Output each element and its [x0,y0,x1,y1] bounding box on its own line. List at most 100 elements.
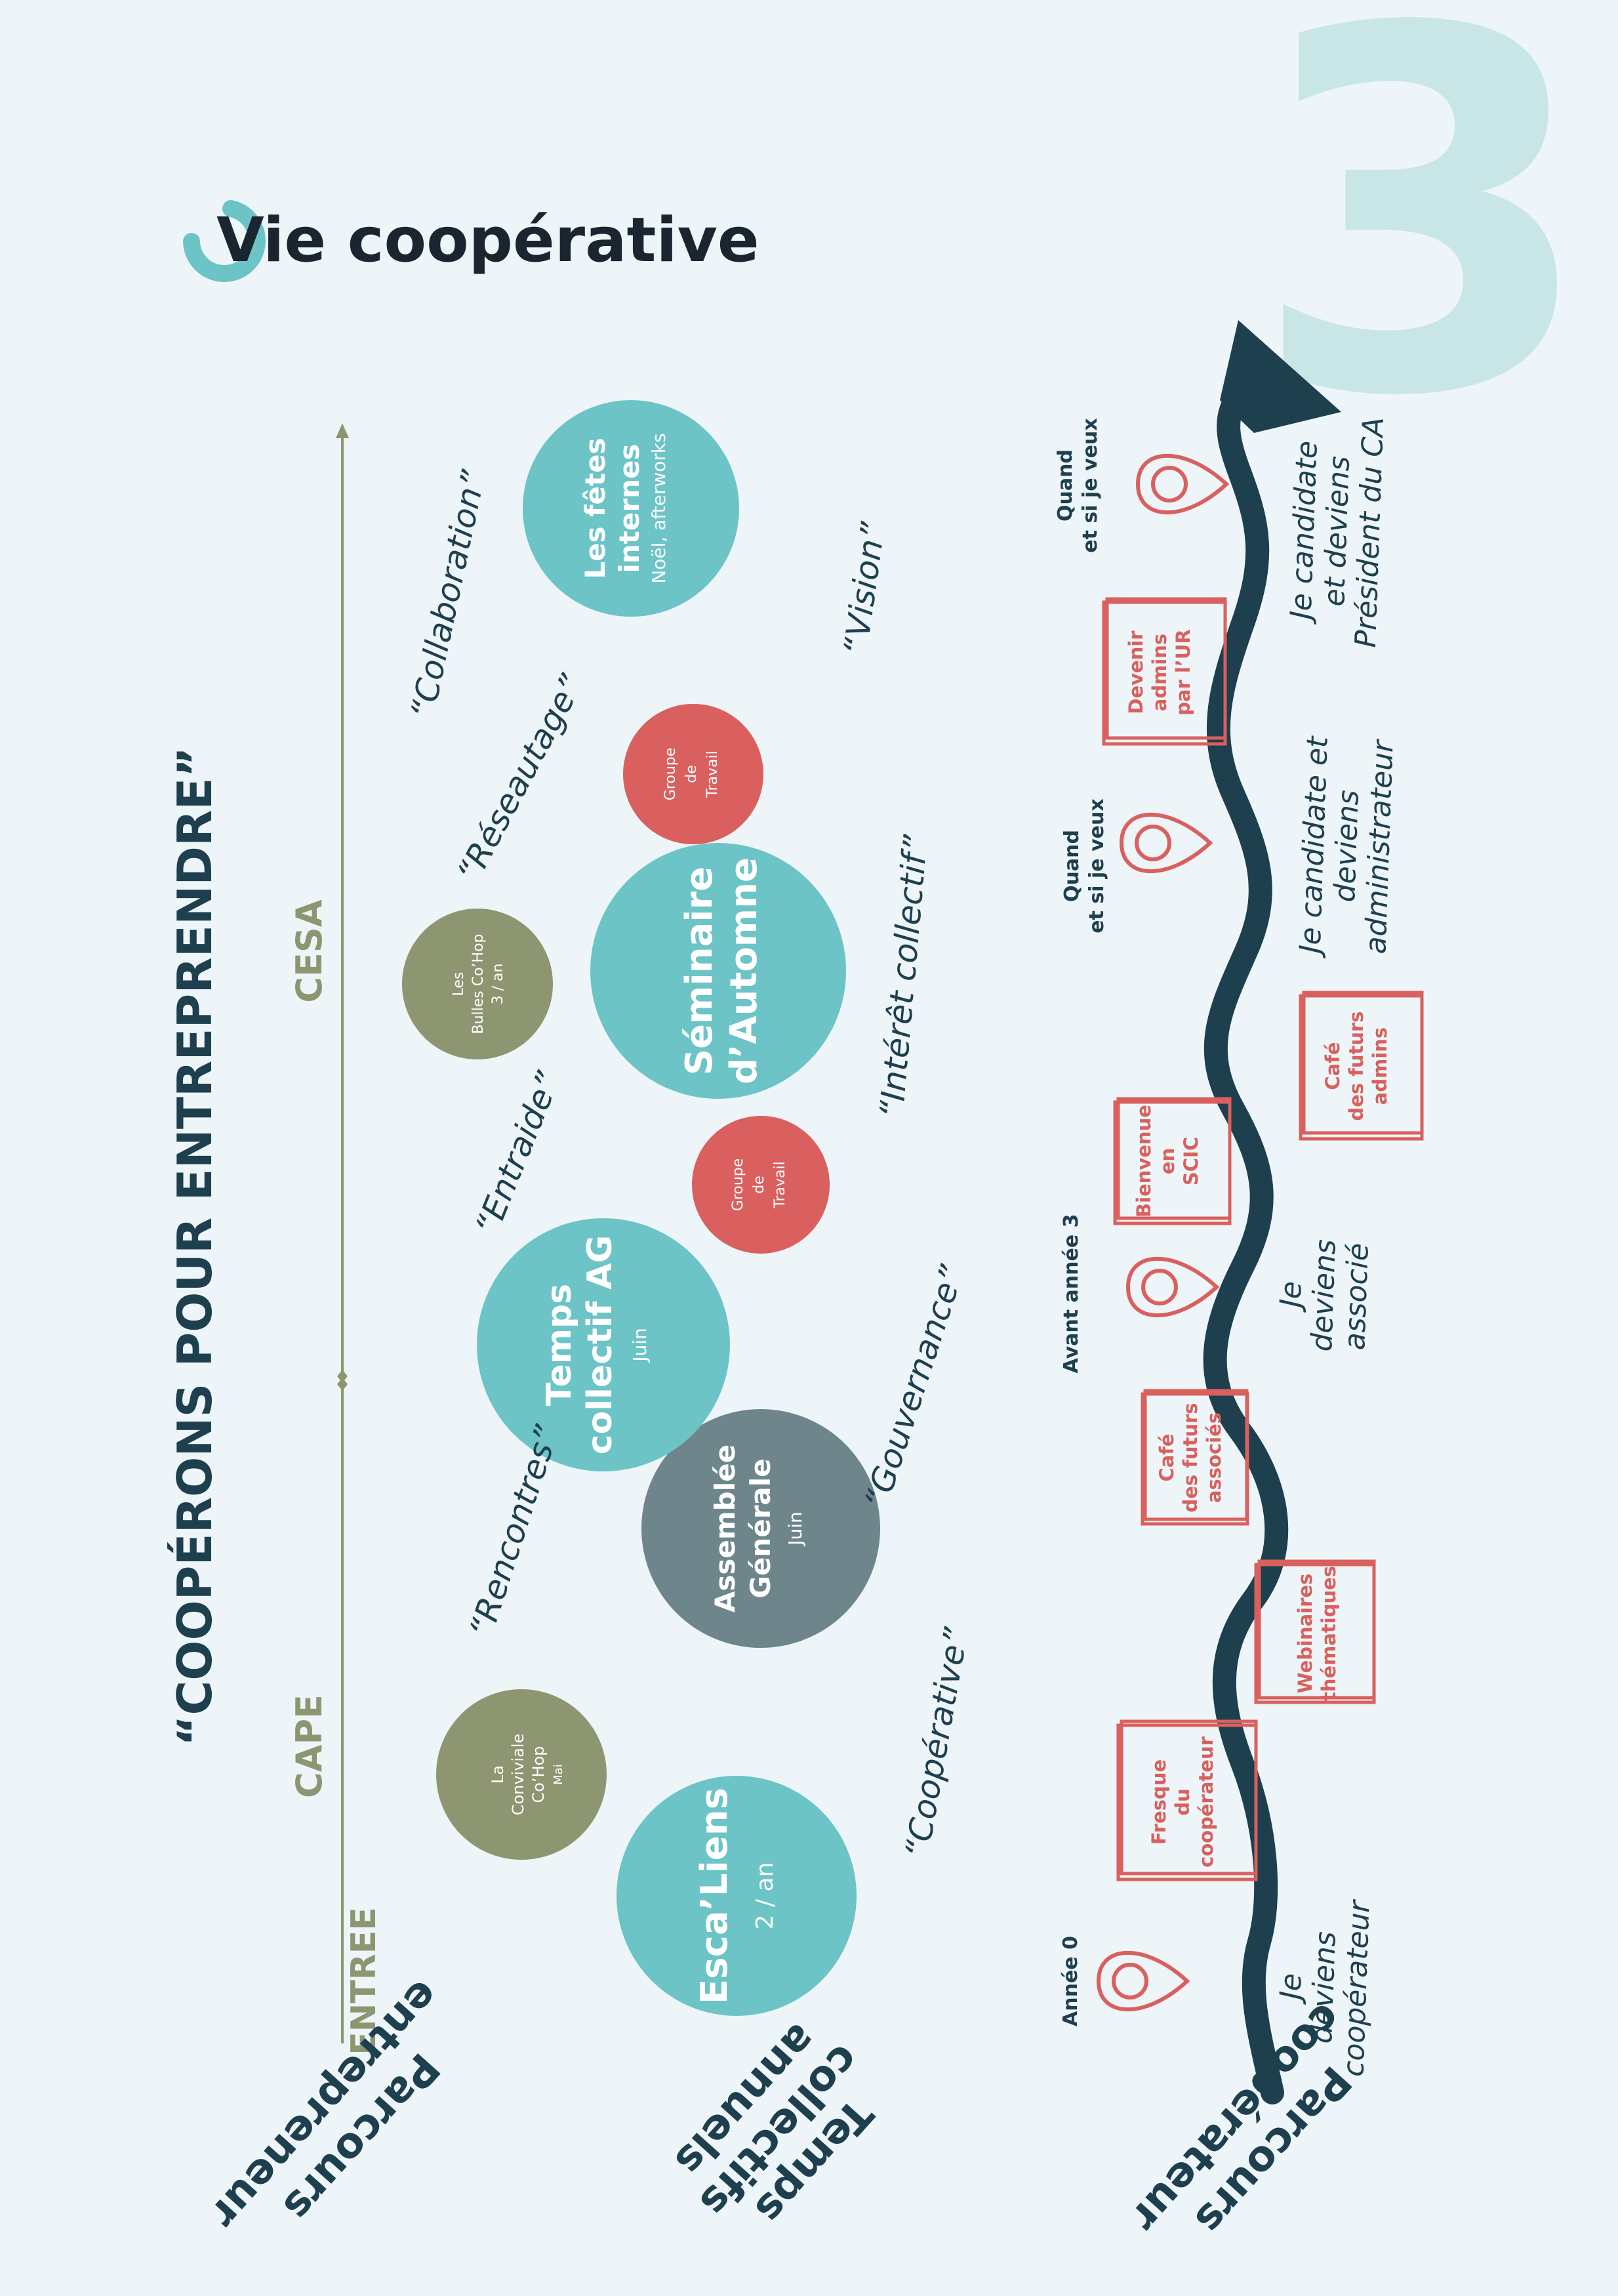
word-gouvernance: “Gouvernance” [857,1260,972,1513]
svg-text:admins: admins [1369,1027,1391,1105]
svg-text:Travail: Travail [772,1161,788,1208]
stage-cesa: CESA [289,899,330,1002]
svg-text:deviens: deviens [1328,789,1365,903]
milestone-what-3: Je candidate et deviens administrateur [1293,735,1400,959]
page-number: 3 [1250,0,1597,505]
page-title: Vie coopérative [216,205,759,276]
svg-text:Temps: Temps [540,1284,579,1406]
svg-text:Assemblée: Assemblée [709,1445,741,1612]
svg-text:d’Automne: d’Automne [723,857,765,1084]
svg-text:Noël, afterworks: Noël, afterworks [648,433,670,583]
svg-text:Les: Les [451,972,467,996]
svg-text:3 / an: 3 / an [490,964,506,1005]
milestone-when-3: Quand [1061,830,1083,902]
word-rencontres: “Rencontres” [462,1420,566,1642]
word-reseautage: “Réseautage” [449,668,591,889]
svg-text:Les fêtes: Les fêtes [579,438,611,579]
svg-text:Bienvenue: Bienvenue [1133,1105,1155,1218]
svg-text:de: de [683,765,700,783]
svg-text:La: La [489,1765,507,1784]
svg-text:Générale: Générale [744,1458,777,1598]
pin-icon [1135,453,1230,515]
svg-text:du: du [1171,1788,1194,1815]
bubble-temps-collectif-ag: Temps collectif AG Juin [477,1218,730,1471]
svg-text:Je: Je [1274,1281,1308,1313]
svg-text:Je candidate et: Je candidate et [1293,735,1335,959]
svg-text:thématiques: thématiques [1318,1566,1340,1701]
svg-text:par l’UR: par l’UR [1172,629,1194,716]
bubble-groupe-travail-2: Groupe de Travail [623,704,763,844]
svg-text:et si je veux: et si je veux [1079,418,1102,552]
svg-text:associé: associé [1338,1242,1375,1351]
stage-entree: ENTREE [344,1907,384,2055]
bubble-seminaire-automne: Séminaire d’Automne [590,843,846,1099]
svg-text:Café: Café [1322,1042,1344,1090]
svg-text:collectif AG: collectif AG [580,1235,620,1455]
word-cooperative: “Coopérative” [898,1624,976,1861]
word-vision: “Vision” [836,520,893,658]
milestone-when-2: Avant année 3 [1060,1214,1083,1373]
svg-text:et deviens: et deviens [1318,455,1356,607]
svg-text:en: en [1156,1148,1179,1174]
svg-text:Conviviale: Conviviale [509,1734,527,1816]
axis-marker-icon [337,1370,348,1383]
axis-marker-icon [337,1378,348,1391]
bubble-groupe-travail-1: Groupe de Travail [692,1116,830,1254]
pin-icon [1119,812,1213,874]
slogan: “COOPÉRONS POUR ENTREPRENDRE” [167,747,222,1746]
stage-cape: CAPE [289,1694,330,1798]
cooperateur-path [1203,356,1289,2104]
svg-text:SCIC: SCIC [1180,1137,1202,1185]
bubble-conviviale: La Conviviale Co’Hop Mai [436,1689,607,1860]
svg-text:Je: Je [1274,1973,1308,2005]
pin-icon [1096,1950,1190,2012]
svg-text:Travail: Travail [704,750,721,798]
milestone-when-1: Année 0 [1059,1936,1082,2026]
svg-text:Groupe: Groupe [730,1158,746,1212]
svg-text:Je candidate: Je candidate [1284,440,1324,625]
milestone-when-4: Quand [1054,449,1077,522]
svg-text:Esca’Liens: Esca’Liens [693,1788,736,2004]
svg-text:deviens: deviens [1305,1931,1343,2044]
word-interet-collectif: “Intérêt collectif” [872,832,935,1119]
svg-text:admins: admins [1148,634,1171,711]
svg-text:des futurs: des futurs [1345,1011,1367,1120]
svg-text:Juin: Juin [629,1328,651,1363]
milestone-what-2: Je deviens associé [1274,1239,1375,1352]
milestone-what-4: Je candidate et deviens Président du CA [1284,417,1390,648]
word-entraide: “Entraide” [468,1066,567,1240]
svg-text:Café: Café [1156,1433,1178,1481]
svg-text:Co’Hop: Co’Hop [529,1746,548,1803]
svg-text:Séminaire: Séminaire [678,867,721,1075]
svg-text:Bulles Co’Hop: Bulles Co’Hop [470,933,487,1034]
svg-text:2 / an: 2 / an [752,1862,779,1930]
svg-text:Juin: Juin [784,1511,806,1547]
svg-text:de: de [751,1176,767,1194]
axis-arrowhead-icon [336,423,349,438]
svg-text:coopérateur: coopérateur [1195,1736,1217,1868]
bubble-escaliens: Esca’Liens 2 / an [617,1776,857,2016]
svg-text:Président du CA: Président du CA [1349,417,1390,648]
bubble-bulles-cohop: Les Bulles Co’Hop 3 / an [402,909,553,1059]
svg-text:Devenir: Devenir [1125,630,1147,714]
pin-icon [1125,1256,1220,1318]
svg-text:internes: internes [613,444,645,573]
bubble-fetes-internes: Les fêtes internes Noël, afterworks [523,400,739,617]
svg-text:et si je veux: et si je veux [1085,798,1108,933]
svg-text:Fresque: Fresque [1148,1759,1170,1845]
svg-text:deviens: deviens [1305,1239,1343,1352]
svg-text:Mai: Mai [552,1764,565,1785]
bubble-assemblee-generale: Assemblée Générale Juin [641,1409,880,1648]
svg-text:des futurs: des futurs [1179,1403,1202,1512]
label-temps-collectifs: Temps collectifs annuels [665,2014,881,2233]
svg-text:administrateur: administrateur [1359,738,1400,954]
cooperateur-arrowhead-icon [1220,320,1341,433]
milestone-what-1: Je deviens coopérateur [1274,1898,1377,2078]
word-collaboration: “Collaboration” [403,466,493,722]
svg-text:coopérateur: coopérateur [1337,1898,1376,2078]
svg-text:associés: associés [1203,1412,1225,1503]
svg-text:Groupe: Groupe [662,748,679,801]
svg-text:Webinaires: Webinaires [1294,1574,1316,1694]
